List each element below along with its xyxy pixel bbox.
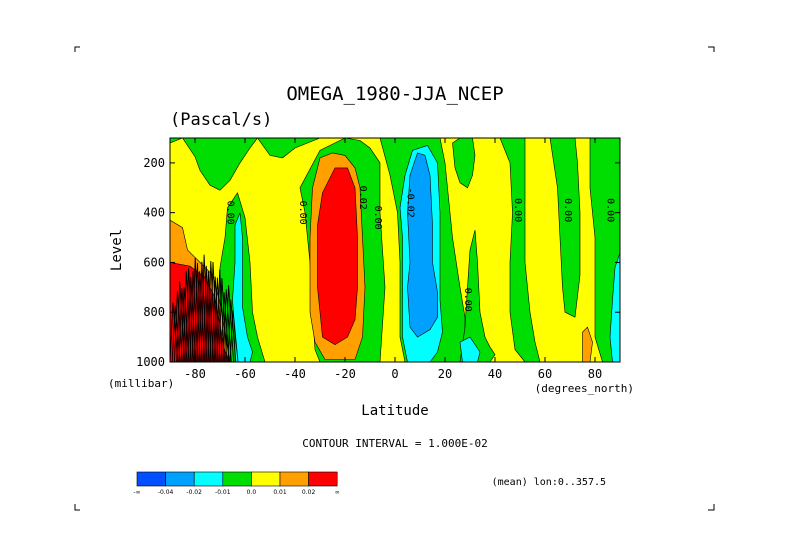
contour-region-blue [407,152,438,338]
x-tick-label: -20 [334,367,356,381]
y-tick-label: 800 [143,305,165,319]
contour-region-orange [582,326,593,362]
dense-contour-line [227,299,237,362]
dense-contour-line [229,309,239,362]
x-tick-label: 0 [391,367,398,381]
x-tick-label: -60 [234,367,256,381]
dense-contour-line [220,292,230,362]
y-tick-label: 400 [143,206,165,220]
contour-label: 0.00 [462,288,473,312]
contour-label: 0.00 [225,201,236,225]
dense-contour-line [202,265,212,362]
colorbar-swatch [165,471,195,487]
plot-area: 0.00 0.00 0.02 0.00 -0.02 0.00 0.00 0.00 0.00 -80… [136,137,621,381]
contour-region-red [317,167,358,345]
dense-contour-line [196,271,206,362]
colorbar-label: 0.01 [273,489,287,496]
contour-region-green [549,138,581,318]
dense-contour-line [209,261,219,362]
colorbar-swatch [251,471,281,487]
chart-title: OMEGA_1980-JJA_NCEP [286,83,503,105]
dense-contour-line [205,271,215,362]
dense-contour-line [207,260,217,362]
y-tick-label: 1000 [136,355,165,369]
dense-contour-line [180,286,190,362]
contour-region-green [452,138,476,189]
x-units-label: (degrees_north) [535,382,634,395]
x-tick-label: 40 [488,367,502,381]
dense-contour-line [189,270,199,362]
dense-contour-line [187,277,197,362]
dense-contour-line [178,288,188,362]
dense-contour-line [213,277,223,362]
contour-region-green [257,138,321,159]
x-tick-label: 60 [538,367,552,381]
colorbar-label: 0.02 [302,489,316,496]
contour-interval-text: CONTOUR INTERVAL = 1.000E-02 [302,437,487,450]
x-tick-label: 80 [588,367,602,381]
colorbar-swatch [193,471,224,487]
colorbar-label: -∞ [133,489,140,496]
contour-label: 0.02 [357,186,368,210]
colorbar-label: ∞ [335,489,340,496]
contour-region-cyan [459,336,481,362]
corner-marks [74,46,715,511]
dense-contour-line [185,268,195,362]
chart-units: (Pascal/s) [170,110,272,130]
colorbar: -∞ -0.04 -0.02 -0.01 0.0 0.01 0.02 ∞ [133,471,340,496]
dense-contour-line [225,285,235,362]
y-tick-label: 200 [143,156,165,170]
dense-contour-line [176,281,186,362]
contour-region-cyan [609,252,620,362]
contour-label: 0.00 [605,198,616,222]
colorbar-swatch [222,471,252,487]
dense-contour-line [173,291,183,362]
dense-contour-line [182,271,192,362]
dense-contour-line [170,302,179,362]
contour-label: 0.00 [512,198,523,222]
colorbar-swatch [136,471,166,487]
y-tick-label: 600 [143,255,165,269]
plot-fills: 0.00 0.00 0.02 0.00 -0.02 0.00 0.00 0.00 0.00 [170,138,620,362]
dense-contour-line [218,278,228,362]
contour-region-green [459,230,496,362]
colorbar-label: -0.01 [215,489,231,496]
dense-contour-line [198,261,208,362]
dense-contour-line [171,305,181,362]
dense-contour-line [193,262,203,362]
contour-region-cyan [232,212,253,362]
mean-lon-text: (mean) lon:0..357.5 [492,477,606,488]
x-tick-label: -80 [184,367,206,381]
dense-contour-line [191,257,201,362]
colorbar-label: -0.02 [186,489,202,496]
contour-label: -0.02 [405,188,416,218]
x-tick-label: 20 [438,367,452,381]
contour-label: 0.00 [297,201,308,225]
y-axis-label: Level [109,229,125,271]
x-axis-label: Latitude [361,403,428,419]
contour-label: 0.00 [562,198,573,222]
contour-label: 0.00 [372,206,383,230]
contour-region-green [170,138,258,191]
x-tick-label: -40 [284,367,306,381]
dense-contour-line [211,276,221,362]
colorbar-label: -0.04 [158,489,174,496]
dense-contour-line [200,254,210,362]
y-units-label: (millibar) [108,377,174,390]
colorbar-swatch [308,471,338,487]
colorbar-swatch [279,471,309,487]
dense-contour-line [222,289,232,362]
dense-contour-line [216,269,226,362]
colorbar-label: 0.0 [247,489,257,496]
contour-region-green [499,138,541,362]
